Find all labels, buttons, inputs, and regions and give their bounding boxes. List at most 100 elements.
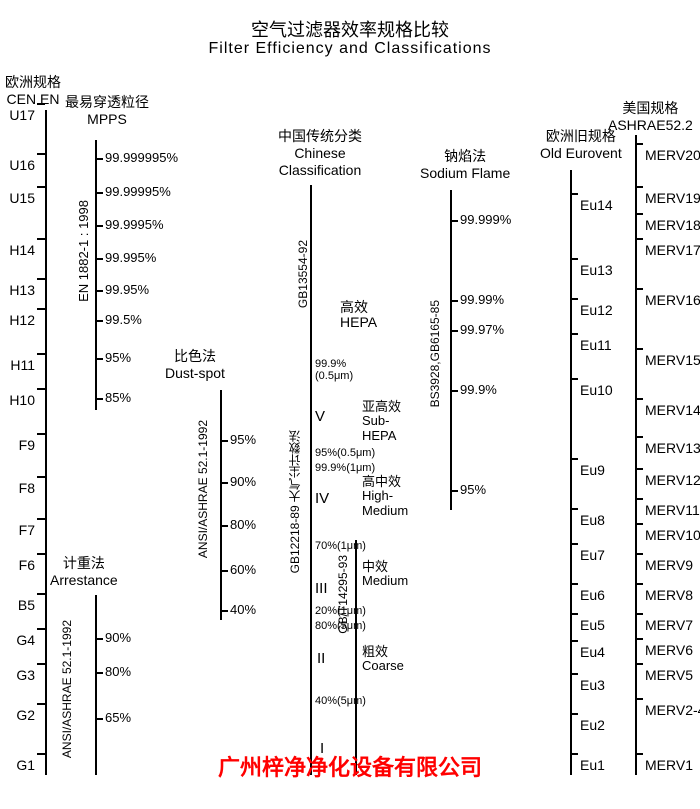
grade-label: F6 [19, 557, 35, 573]
grade-label: Eu6 [580, 587, 605, 603]
grade-tick [570, 458, 578, 460]
grade-tick [570, 333, 578, 335]
eurovent-axis [570, 170, 572, 775]
grade-label: F8 [19, 480, 35, 496]
grade-tick [37, 278, 45, 280]
grade-label: U16 [9, 157, 35, 173]
grade-tick [570, 543, 578, 545]
tick-label: 99.99995% [105, 184, 171, 199]
note2: 99.9%(1μm) [315, 462, 375, 474]
grade-tick [570, 583, 578, 585]
roman-iii: III [315, 580, 328, 597]
grade-label: MERV17 [645, 242, 700, 258]
grade-label: F7 [19, 522, 35, 538]
arrestance-std: ANSI/ASHRAE 52.1-1992 [60, 620, 74, 758]
grade-label: Eu11 [580, 337, 612, 353]
grade-tick [635, 468, 643, 470]
tick-label: 40% [230, 602, 256, 617]
grade-label: Eu3 [580, 677, 605, 693]
grade-tick [635, 638, 643, 640]
grade-label: U17 [9, 107, 35, 123]
grade-tick [37, 476, 45, 478]
tick [450, 300, 458, 302]
tick [450, 390, 458, 392]
grade-tick [570, 508, 578, 510]
tick-label: 95% [105, 350, 131, 365]
tick-label: 99.99% [460, 292, 504, 307]
grade-label: B5 [18, 597, 35, 613]
grade-tick [37, 388, 45, 390]
note1: 95%(0.5μm) [315, 447, 375, 459]
tick [95, 398, 103, 400]
grade-label: Eu7 [580, 547, 605, 563]
tick-label: 99.95% [105, 282, 149, 297]
grade-label: H11 [10, 357, 35, 373]
grade-tick [570, 713, 578, 715]
tick [95, 290, 103, 292]
tick-label: 99.97% [460, 322, 504, 337]
tick-label: 99.999% [460, 212, 511, 227]
grade-tick [635, 288, 643, 290]
grade-tick [37, 103, 45, 105]
grade-label: G2 [16, 707, 35, 723]
grade-tick [635, 553, 643, 555]
title-cn: 空气过滤器效率规格比较 [0, 16, 700, 42]
grade-label: MERV13 [645, 440, 700, 456]
tick-label: 95% [230, 432, 256, 447]
arrestance-axis [95, 595, 97, 775]
sodium-std: BS3928,GB6165-85 [428, 300, 442, 407]
grade-tick [570, 193, 578, 195]
grade-label: MERV12 [645, 472, 700, 488]
chinese-std2: GB13554-92 [296, 240, 310, 308]
grade-label: Eu14 [580, 197, 613, 213]
grade-tick [635, 436, 643, 438]
grade-tick [570, 613, 578, 615]
chinese-axis [310, 185, 312, 775]
tick [95, 258, 103, 260]
chinese-std1: GB12218-89 大气尘计数法 [286, 430, 303, 573]
grade-label: H10 [9, 392, 35, 408]
grade-label: H13 [9, 282, 35, 298]
dustspot-header: 比色法Dust-spot [165, 348, 225, 382]
tick [220, 610, 228, 612]
tick-label: 80% [230, 517, 256, 532]
grade-label: Eu9 [580, 462, 605, 478]
grade-tick [37, 433, 45, 435]
grade-label: G3 [16, 667, 35, 683]
tick-label: 60% [230, 562, 256, 577]
tick-label: 85% [105, 390, 131, 405]
grade-label: Eu10 [580, 382, 613, 398]
grade-tick [635, 348, 643, 350]
hepa-label: 高效HEPA [340, 300, 377, 331]
tick-label: 90% [105, 630, 131, 645]
highmed-label: 高中效High-Medium [362, 475, 408, 518]
tick [450, 330, 458, 332]
tick-label: 99.9% [460, 382, 497, 397]
grade-label: Eu4 [580, 644, 605, 660]
roman-v: V [315, 408, 325, 425]
grade-tick [570, 258, 578, 260]
grade-label: MERV16 [645, 292, 700, 308]
grade-label: MERV18 [645, 217, 700, 233]
grade-label: F9 [19, 437, 35, 453]
coarse-label: 粗效Coarse [362, 645, 404, 674]
chinese-peak: 99.9%(0.5μm) [315, 358, 353, 382]
grade-tick [635, 523, 643, 525]
grade-tick [37, 703, 45, 705]
grade-tick [635, 238, 643, 240]
ashrae-axis [635, 135, 637, 775]
grade-tick [37, 593, 45, 595]
grade-tick [570, 673, 578, 675]
grade-tick [37, 238, 45, 240]
grade-label: MERV14 [645, 402, 700, 418]
grade-tick [635, 613, 643, 615]
grade-label: MERV2-4 [645, 702, 700, 718]
grade-label: MERV5 [645, 667, 693, 683]
tick [95, 358, 103, 360]
grade-label: H14 [9, 242, 35, 258]
grade-label: H12 [9, 312, 35, 328]
dustspot-std: ANSI/ASHRAE 52.1-1992 [196, 420, 210, 558]
mpps-header: 最易穿透粒径MPPS [65, 94, 149, 128]
grade-tick [635, 498, 643, 500]
grade-tick [635, 186, 643, 188]
